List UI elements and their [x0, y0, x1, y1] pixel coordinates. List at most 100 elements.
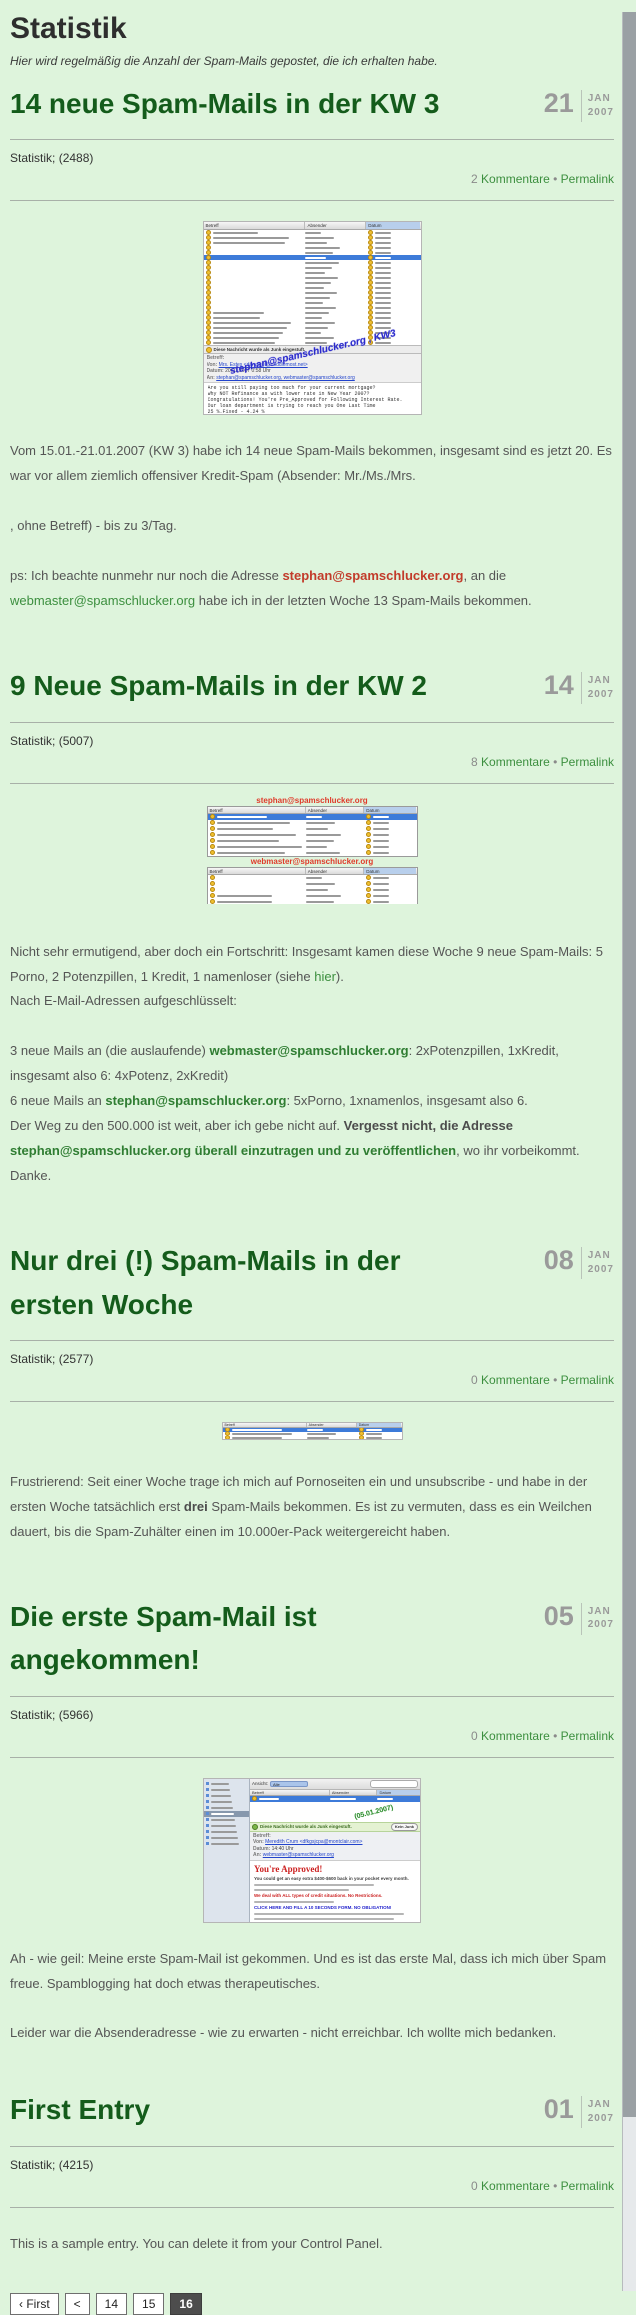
entry-comments-line: 2 Kommentare • Permalink: [10, 172, 614, 186]
body-text: , an die: [463, 568, 507, 584]
entry-title[interactable]: Die erste Spam-Mail ist angekommen!: [10, 1600, 317, 1676]
date-divider: [580, 1247, 582, 1280]
category-link[interactable]: Statistik;: [10, 1707, 56, 1722]
permalink-link[interactable]: Permalink: [560, 2178, 614, 2193]
divider: [10, 2206, 614, 2208]
entry-paragraph: Nach E-Mail-Adressen aufgeschlüsselt:: [10, 989, 614, 1014]
comments-link[interactable]: Kommentare: [481, 1728, 550, 1743]
date-day: 14: [543, 670, 574, 701]
category-link[interactable]: Statistik;: [10, 151, 56, 166]
entry-category-line: Statistik; (5007): [10, 734, 614, 748]
entry-comments-line: 0 Kommentare • Permalink: [10, 2179, 614, 2193]
mail-sidebar: [204, 1778, 250, 1922]
mail-row: [203, 335, 421, 341]
mail-row: [203, 230, 421, 236]
body-text: habe ich in der letzten Woche 13 Spam-Ma…: [195, 593, 532, 609]
mail-row: [203, 280, 421, 286]
date-day: 21: [543, 88, 574, 118]
pagination-button[interactable]: 15: [133, 2292, 165, 2315]
inline-link[interactable]: überall einzutragen und zu veröffentlich…: [191, 1143, 457, 1159]
inline-link[interactable]: webmaster@spamschlucker.org: [10, 593, 196, 609]
date-month: JAN: [587, 2099, 611, 2111]
divider: [10, 2145, 614, 2147]
category-count: (4215): [58, 2157, 94, 2172]
mail-row: [203, 245, 421, 251]
separator-dot: •: [553, 754, 558, 769]
date-month: JAN: [587, 1250, 611, 1262]
mail-row: [203, 275, 421, 281]
pagination-button[interactable]: <: [64, 2292, 90, 2315]
pagination-button[interactable]: ‹ First: [10, 2292, 59, 2315]
comments-count: 0: [471, 1372, 478, 1387]
permalink-link[interactable]: Permalink: [560, 754, 614, 769]
mail-row: [203, 310, 421, 316]
entry-body: Nicht sehr ermutigend, aber doch ein For…: [10, 940, 614, 1190]
comments-link[interactable]: Kommentare: [481, 754, 550, 769]
not-junk-button: Kein Junk: [390, 1822, 418, 1831]
inline-link[interactable]: stephan@spamschlucker.org: [282, 568, 464, 584]
date-year: 2007: [587, 106, 614, 118]
date-divider: [580, 2096, 582, 2129]
category-count: (2488): [58, 151, 94, 166]
mail-row: [203, 315, 421, 321]
mail-row: [203, 300, 421, 306]
mail-row: [207, 892, 417, 899]
page-title: Statistik: [10, 12, 127, 45]
inline-link[interactable]: webmaster@spamschlucker.org: [209, 1043, 409, 1059]
inline-link[interactable]: stephan@spamschlucker.org: [105, 1093, 287, 1109]
mail-row: [222, 1435, 402, 1439]
comments-link[interactable]: Kommentare: [481, 1372, 550, 1387]
scrollbar-track[interactable]: [622, 12, 636, 2291]
category-link[interactable]: Statistik;: [10, 1351, 56, 1366]
pagination-button[interactable]: 16: [170, 2292, 202, 2315]
date-month: JAN: [587, 675, 611, 687]
sidebar-folder-row: [204, 1805, 249, 1811]
blog-entry-first-entry: First Entry 01 JAN 2007 Statistik; (4215)…: [10, 2088, 614, 2256]
date-divider: [580, 1602, 582, 1635]
mail-row: [207, 843, 417, 850]
category-link[interactable]: Statistik;: [10, 733, 56, 748]
permalink-link[interactable]: Permalink: [560, 1728, 614, 1743]
mail-row: [203, 260, 421, 266]
blog-entry-erste-woche: Nur drei (!) Spam-Mails in der ersten Wo…: [10, 1239, 614, 1545]
date-year: 2007: [587, 1619, 614, 1631]
body-text: Vom 15.01.-21.01.2007 (KW 3) habe ich 14…: [10, 443, 612, 484]
comments-count: 8: [471, 754, 478, 769]
body-text: 3 neue Mails an (die auslaufende): [10, 1043, 210, 1059]
divider: [10, 782, 614, 784]
blog-entry-erste-spam-mail: Die erste Spam-Mail ist angekommen! 05 J…: [10, 1595, 614, 2047]
sidebar-folder-row: [204, 1781, 249, 1787]
entry-title[interactable]: 14 neue Spam-Mails in der KW 3: [10, 88, 440, 119]
mail-row: [207, 831, 417, 838]
inline-link[interactable]: hier: [314, 968, 336, 984]
comments-link[interactable]: Kommentare: [481, 172, 550, 187]
entry-body: Frustrierend: Seit einer Woche trage ich…: [10, 1470, 614, 1545]
entry-title[interactable]: 9 Neue Spam-Mails in der KW 2: [10, 670, 427, 702]
mail-body-text: Are you still paying too much for your c…: [207, 385, 403, 416]
category-link[interactable]: Statistik;: [10, 2157, 56, 2172]
mail-list-header: Betreff Absender Datum: [250, 1789, 420, 1796]
mail-toolbar: Ansicht: Alle: [250, 1778, 420, 1790]
comments-count: 0: [471, 1728, 478, 1743]
sidebar-folder-row: [204, 1810, 249, 1817]
entry-title[interactable]: First Entry: [10, 2094, 151, 2126]
body-text: ).: [335, 968, 344, 984]
recipient-link: webmaster@spamschlucker.org: [262, 1852, 334, 1859]
entry-category-line: Statistik; (4215): [10, 2158, 614, 2172]
body-text: Nach E-Mail-Adressen aufgeschlüsselt:: [10, 993, 237, 1009]
emphasis-text: Vergesst nicht, die Adresse: [343, 1118, 513, 1134]
sidebar-folder-row: [204, 1787, 249, 1793]
inline-link[interactable]: stephan@spamschlucker.org: [10, 1143, 192, 1159]
mail-rows: [203, 230, 421, 346]
permalink-link[interactable]: Permalink: [560, 172, 614, 187]
recipient-link: stephan@spamschlucker.org, webmaster@spa…: [216, 374, 355, 381]
permalink-link[interactable]: Permalink: [560, 1372, 614, 1387]
entry-body: Vom 15.01.-21.01.2007 (KW 3) habe ich 14…: [10, 439, 614, 614]
entry-title[interactable]: Nur drei (!) Spam-Mails in der ersten Wo…: [10, 1245, 401, 1320]
mail-row: [203, 270, 421, 276]
pagination-button[interactable]: 14: [95, 2292, 128, 2315]
comments-link[interactable]: Kommentare: [481, 2178, 550, 2193]
scrollbar-thumb[interactable]: [623, 12, 636, 2117]
divider: [10, 200, 614, 202]
mail-list-header: Betreff Absender Datum: [207, 806, 417, 814]
